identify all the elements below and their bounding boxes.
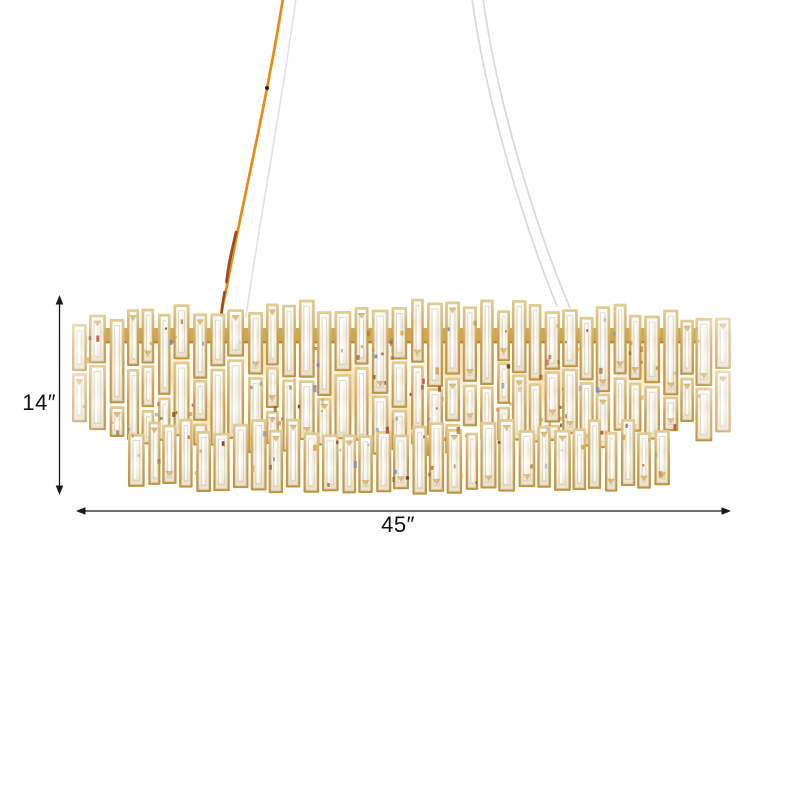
height-dimension-label: 14″ <box>22 390 56 415</box>
crystal-chandelier <box>64 298 744 495</box>
width-dimension-label: 45″ <box>381 512 415 537</box>
height-dimension-arrow <box>55 295 64 495</box>
width-dimension-arrow <box>76 507 731 515</box>
dimension-arrows <box>55 295 731 515</box>
suspension-cords <box>220 0 571 318</box>
